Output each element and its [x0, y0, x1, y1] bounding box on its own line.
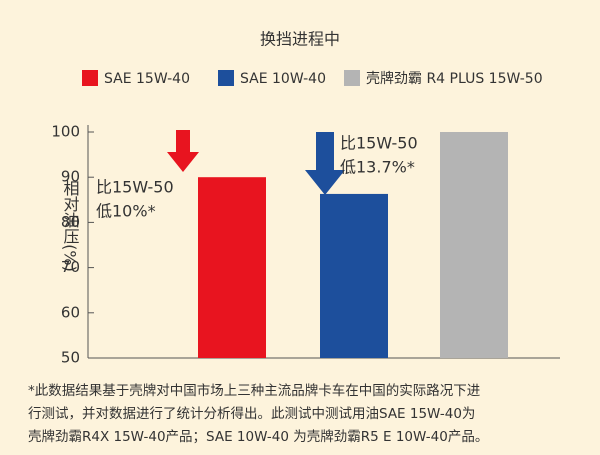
footnote: 壳牌劲霸R4X 15W-40产品；SAE 10W-40 为壳牌劲霸R5 E 10… [28, 428, 488, 445]
y-tick-label: 50 [61, 349, 80, 367]
legend-label: 壳牌劲霸 R4 PLUS 15W-50 [366, 70, 543, 87]
y-axis-label: 相对油压(%) [61, 180, 80, 272]
y-tick-label: 80 [61, 213, 80, 231]
bar [198, 177, 266, 358]
arrow [305, 132, 345, 195]
annotation: 低13.7%* [340, 158, 415, 177]
legend-swatch [344, 70, 360, 86]
y-tick-label: 60 [61, 303, 80, 321]
legend-label: SAE 15W-40 [104, 71, 190, 87]
footnote: 行测试，并对数据进行了统计分析得出。此测试中测试用油SAE 15W-40为 [28, 405, 475, 422]
y-tick-label: 100 [51, 123, 80, 141]
legend-label: SAE 10W-40 [240, 71, 326, 87]
annotation: 比15W-50 [340, 134, 418, 153]
annotation: 低10%* [96, 202, 156, 221]
annotation: 比15W-50 [96, 178, 174, 197]
y-tick-label: 90 [61, 168, 80, 186]
footnote: *此数据结果基于壳牌对中国市场上三种主流品牌卡车在中国的实际路况下进 [28, 382, 481, 399]
legend-swatch [218, 70, 234, 86]
chart-title: 换挡进程中 [260, 30, 340, 49]
bar [440, 132, 508, 358]
bar [320, 193, 388, 358]
legend-swatch [82, 70, 98, 86]
arrow [167, 130, 199, 172]
y-tick-label: 70 [61, 258, 80, 276]
